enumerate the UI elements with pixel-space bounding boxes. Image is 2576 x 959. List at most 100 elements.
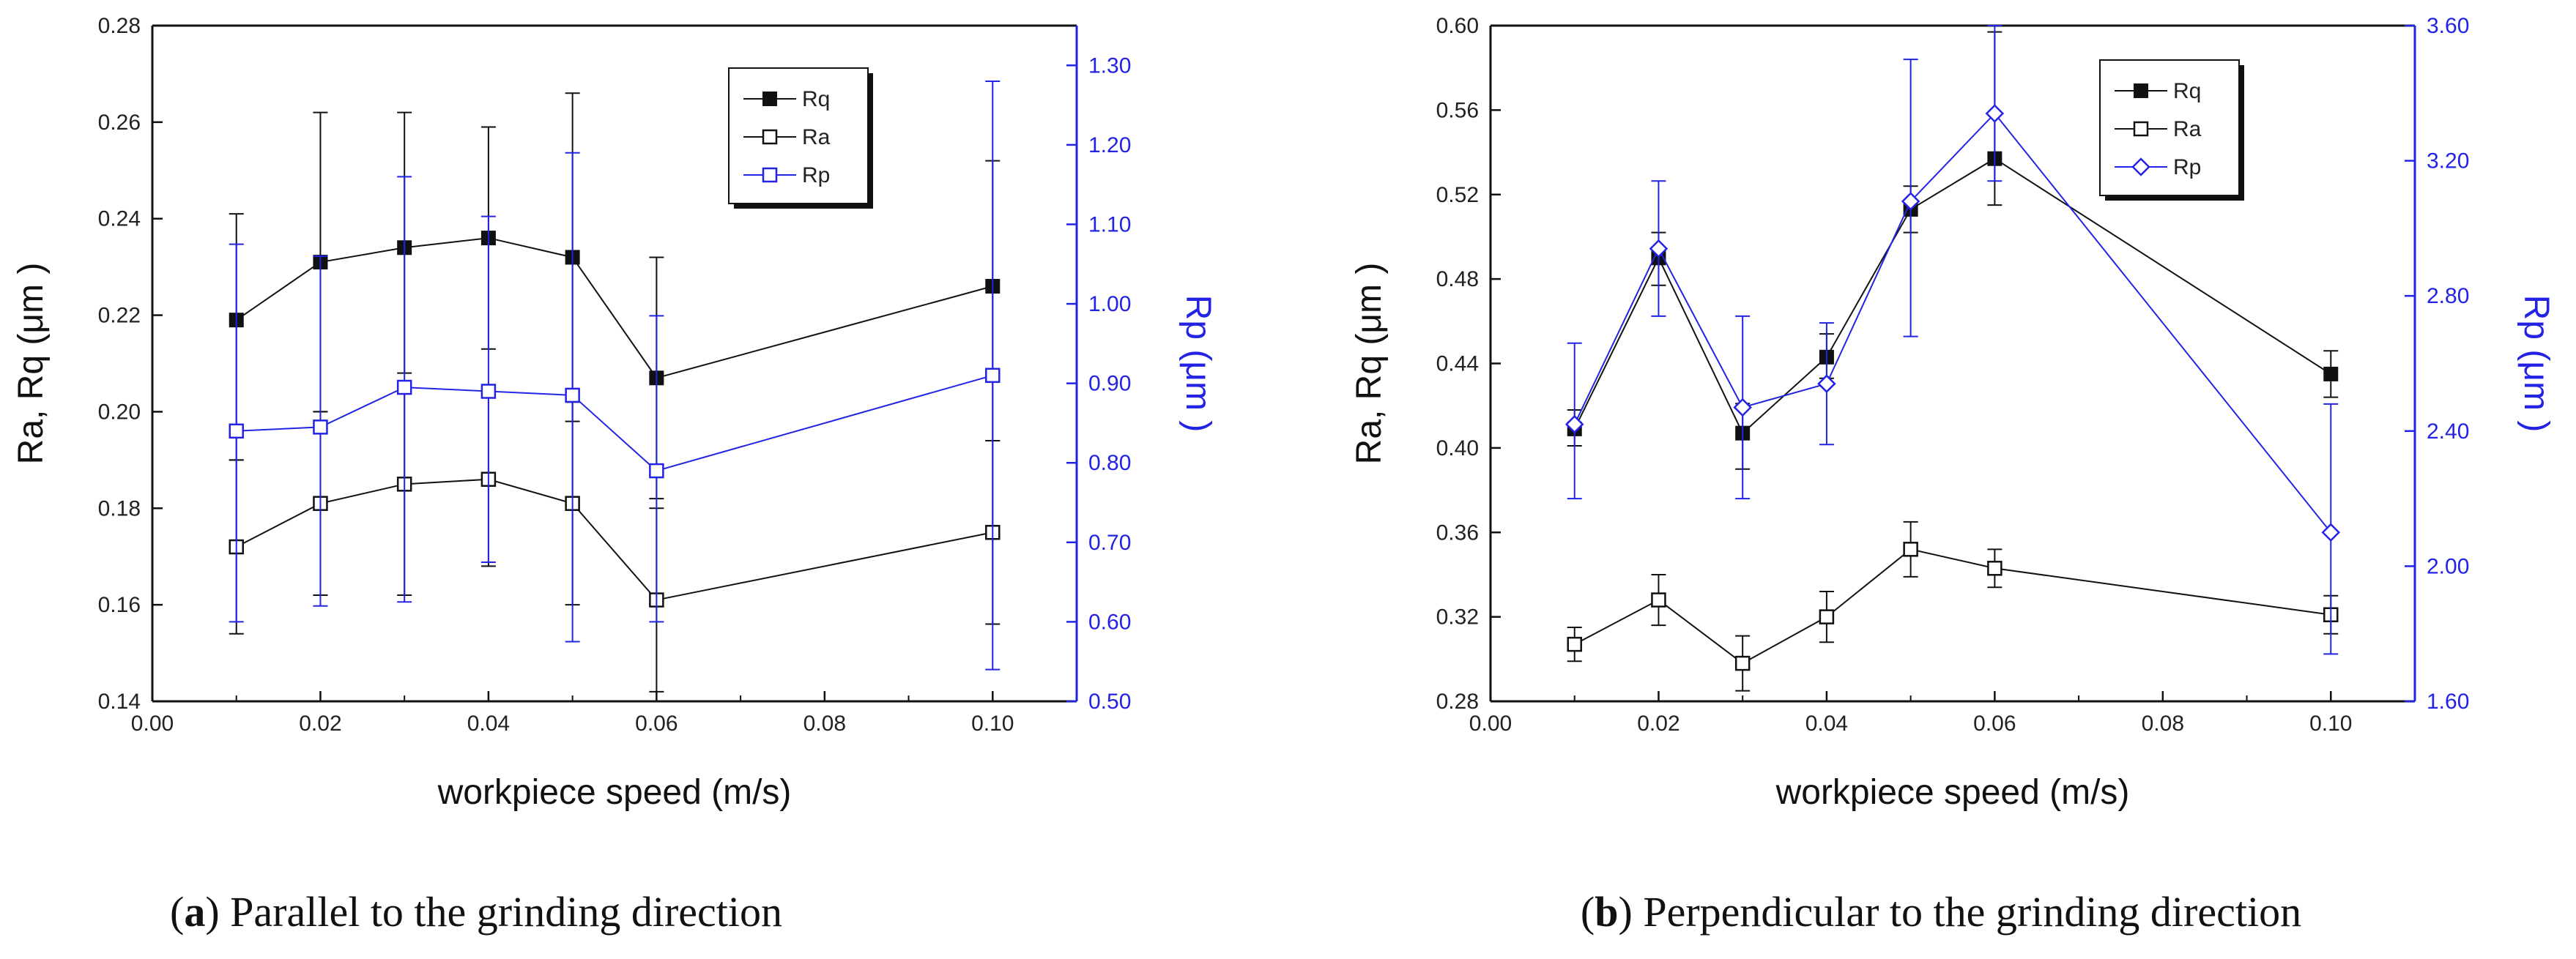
x-tick-label: 0.00 — [131, 712, 174, 736]
chart-a: 0.00 0.02 0.04 0.06 0.08 0.10 0.14 0.16 0.18 0.20… — [12, 14, 1217, 812]
x-tick-label: 0.10 — [971, 712, 1014, 736]
y2-tick-label: 3.20 — [2427, 149, 2469, 173]
caption-a-text: Parallel to the grinding direction — [230, 888, 782, 936]
data-point-rp — [1817, 374, 1836, 393]
data-point-ra — [1567, 636, 1582, 652]
x-tick-label: 0.08 — [803, 712, 846, 736]
data-point-rp — [1985, 104, 2005, 123]
legend-label: Rp — [802, 163, 830, 187]
y-tick-label: 0.26 — [98, 111, 141, 135]
x-tick-label: 0.10 — [2309, 712, 2352, 736]
series-line-rp — [236, 374, 993, 472]
y-tick-label: 0.20 — [98, 400, 141, 424]
data-point-ra — [1651, 592, 1666, 608]
y-tick-label: 0.14 — [98, 690, 141, 714]
series-line-ra — [1574, 548, 2331, 665]
series-line-ra — [236, 478, 993, 601]
y-tick-label: 0.40 — [1436, 436, 1479, 460]
data-point-rp — [649, 463, 664, 479]
x-tick-label: 0.04 — [467, 712, 510, 736]
series-line-rq — [236, 237, 993, 379]
x-tick-label: 0.06 — [1973, 712, 2016, 736]
data-point-rp — [480, 384, 497, 399]
caption-a-letter: a — [184, 888, 205, 936]
y2-tick-label: 3.60 — [2427, 14, 2469, 38]
x-axis-label: workpiece speed (m/s) — [1775, 773, 2130, 812]
data-point-rq — [2323, 366, 2339, 381]
y2-axis-label: Rp (μm ) — [2517, 295, 2555, 433]
x-axis-label: workpiece speed (m/s) — [437, 773, 792, 812]
data-point-rp — [229, 423, 244, 439]
legend-label: Rq — [802, 87, 830, 111]
y-tick-label: 0.24 — [98, 207, 141, 231]
data-point-ra — [1903, 542, 1918, 557]
legend-label: Rq — [2173, 79, 2201, 103]
y-tick-label: 0.28 — [98, 14, 141, 38]
data-point-rp — [396, 379, 412, 395]
x-tick-label: 0.00 — [1469, 712, 1512, 736]
legend-marker — [762, 167, 778, 183]
series-rq — [229, 92, 1001, 500]
legend-marker — [2131, 157, 2150, 176]
y-axis-label: Ra, Rq (μm ) — [12, 263, 51, 465]
y2-tick-label: 2.00 — [2427, 554, 2469, 578]
legend-marker — [762, 92, 777, 106]
y-tick-label: 0.16 — [98, 593, 141, 617]
legend-marker — [2133, 121, 2149, 137]
chart-b: 0.00 0.02 0.04 0.06 0.08 0.10 0.28 0.32 0.36 0.40… — [1350, 14, 2555, 812]
y-tick-label: 0.60 — [1436, 14, 1479, 38]
series-rp — [1564, 25, 2341, 655]
data-point-rp — [565, 387, 580, 403]
y2-tick-label: 1.30 — [1088, 53, 1131, 78]
y2-tick-label: 2.40 — [2427, 419, 2469, 444]
y-tick-label: 0.18 — [98, 496, 141, 520]
legend-box — [728, 67, 869, 204]
y-tick-label: 0.56 — [1436, 98, 1479, 122]
data-point-rp — [1564, 414, 1584, 434]
legend: Rq Ra Rp — [2099, 59, 2244, 201]
caption-b-text: Perpendicular to the grinding direction — [1643, 888, 2301, 936]
y2-tick-label: 1.20 — [1088, 133, 1131, 157]
series-ra — [1567, 520, 2339, 692]
y-axis-label: Ra, Rq (μm ) — [1350, 263, 1389, 465]
data-point-rp — [1733, 398, 1752, 417]
y2-tick-label: 0.90 — [1088, 372, 1131, 396]
x-tick-label: 0.02 — [299, 712, 341, 736]
legend-label: Rp — [2173, 155, 2201, 179]
legend-box — [2099, 59, 2240, 196]
caption-b: (b) Perpendicular to the grinding direct… — [1581, 888, 2301, 936]
y-tick-label: 0.52 — [1436, 183, 1479, 207]
y-tick-label: 0.36 — [1436, 520, 1479, 545]
caption-b-letter: b — [1595, 888, 1618, 936]
data-point-rp — [1649, 239, 1669, 258]
data-point-rp — [1901, 192, 1920, 211]
y-tick-label: 0.22 — [98, 304, 141, 328]
y-tick-label: 0.32 — [1436, 605, 1479, 630]
y2-tick-label: 1.10 — [1088, 212, 1131, 236]
y2-axis-label: Rp (μm ) — [1178, 295, 1217, 433]
y-tick-label: 0.28 — [1436, 690, 1479, 714]
data-point-rp — [985, 367, 1001, 384]
data-point-rp — [2321, 523, 2341, 542]
data-point-ra — [1819, 609, 1835, 624]
y2-tick-label: 1.00 — [1088, 292, 1131, 316]
y2-tick-label: 0.70 — [1088, 531, 1131, 555]
legend-label: Ra — [2173, 117, 2202, 141]
data-point-ra — [1987, 561, 2002, 576]
x-tick-label: 0.04 — [1805, 712, 1848, 736]
x-tick-label: 0.08 — [2142, 712, 2184, 736]
y-tick-label: 0.44 — [1436, 352, 1479, 376]
y-tick-label: 0.48 — [1436, 267, 1479, 291]
series-ra — [229, 381, 1001, 693]
x-tick-label: 0.06 — [635, 712, 678, 736]
x-tick-label: 0.02 — [1637, 712, 1679, 736]
y2-tick-label: 2.80 — [2427, 284, 2469, 308]
caption-a: (a) Parallel to the grinding direction — [170, 888, 782, 936]
y2-tick-label: 0.80 — [1088, 451, 1131, 475]
legend: Rq Ra Rp — [728, 67, 873, 209]
y2-tick-label: 1.60 — [2427, 690, 2469, 714]
y2-tick-label: 0.50 — [1088, 690, 1131, 714]
legend-marker — [762, 129, 778, 145]
legend-label: Ra — [802, 125, 831, 149]
